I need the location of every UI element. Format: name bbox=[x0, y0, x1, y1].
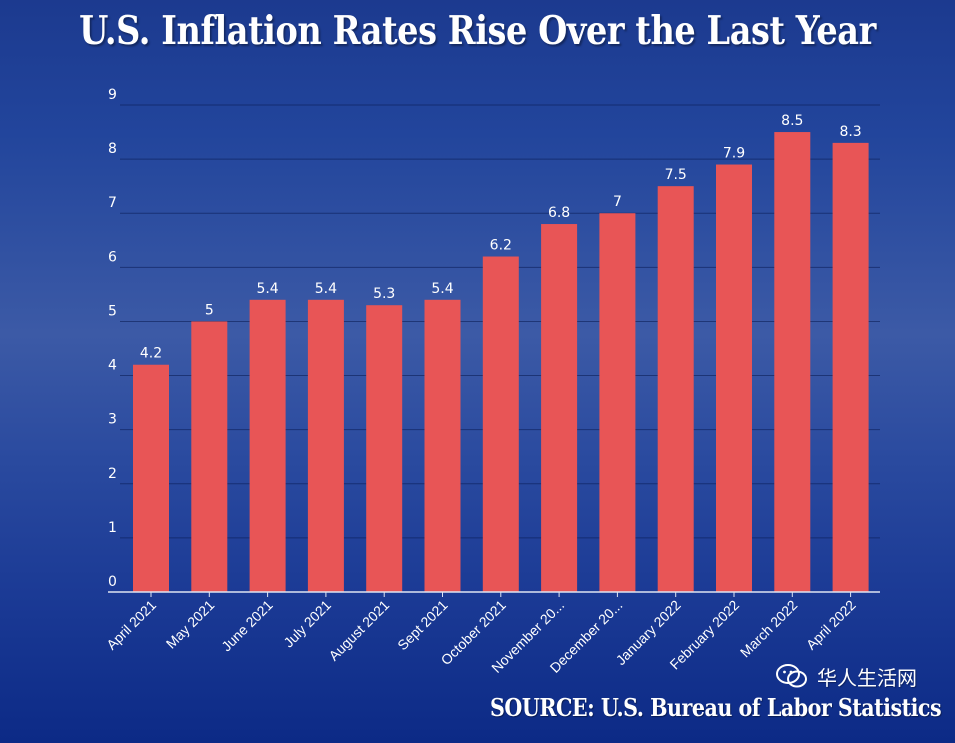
watermark: 华人生活网 bbox=[775, 658, 917, 694]
bar bbox=[191, 321, 228, 592]
bar-value-label: 5.4 bbox=[315, 281, 337, 297]
bar bbox=[541, 224, 578, 593]
y-tick-label: 1 bbox=[108, 520, 117, 536]
bar-value-label: 5 bbox=[205, 302, 214, 318]
bar bbox=[307, 299, 344, 592]
bar bbox=[424, 299, 461, 592]
bar-value-label: 7.5 bbox=[665, 167, 687, 183]
bar bbox=[133, 364, 169, 592]
bar bbox=[716, 164, 752, 592]
y-tick-label: 9 bbox=[108, 87, 117, 103]
bar-value-label: 5.3 bbox=[373, 286, 395, 302]
y-tick-label: 7 bbox=[108, 195, 117, 211]
y-tick-label: 6 bbox=[108, 249, 117, 265]
y-tick-label: 5 bbox=[108, 303, 117, 319]
bar bbox=[599, 213, 636, 592]
bar-value-label: 7.9 bbox=[723, 146, 745, 162]
bar bbox=[774, 132, 811, 593]
bar bbox=[832, 142, 869, 592]
x-tick-label: Sept 2021 bbox=[394, 597, 451, 654]
bar bbox=[366, 305, 403, 592]
x-tick-label: August 2021 bbox=[325, 597, 392, 664]
bar bbox=[657, 186, 694, 592]
x-tick-label: July 2021 bbox=[280, 597, 334, 651]
bar-value-label: 5.4 bbox=[431, 281, 453, 297]
x-tick-label: June 2021 bbox=[218, 597, 276, 655]
wechat-icon bbox=[776, 664, 807, 688]
bar-value-label: 8.3 bbox=[839, 124, 861, 140]
x-tick-label: May 2021 bbox=[163, 597, 218, 652]
watermark-text: 华人生活网 bbox=[817, 665, 917, 690]
y-tick-label: 2 bbox=[108, 466, 117, 482]
x-tick-label: April 2022 bbox=[803, 597, 859, 653]
x-tick-label: April 2021 bbox=[103, 597, 159, 653]
bar-value-label: 4.2 bbox=[140, 346, 162, 362]
y-tick-label: 3 bbox=[108, 412, 117, 428]
bar bbox=[249, 299, 286, 592]
bar-value-label: 6.2 bbox=[490, 238, 512, 254]
bar-value-label: 5.4 bbox=[256, 281, 278, 297]
bar-value-label: 6.8 bbox=[548, 205, 570, 221]
bar-value-label: 7 bbox=[613, 194, 622, 210]
y-tick-label: 4 bbox=[108, 358, 117, 374]
bar-value-label: 8.5 bbox=[781, 113, 803, 129]
y-tick-label: 8 bbox=[108, 141, 117, 157]
bar bbox=[482, 256, 519, 592]
y-tick-label: 0 bbox=[108, 574, 117, 590]
x-tick-label: March 2022 bbox=[737, 597, 801, 661]
chart-title: U.S. Inflation Rates Rise Over the Last … bbox=[79, 8, 876, 54]
source-credit: SOURCE: U.S. Bureau of Labor Statistics bbox=[490, 693, 942, 722]
